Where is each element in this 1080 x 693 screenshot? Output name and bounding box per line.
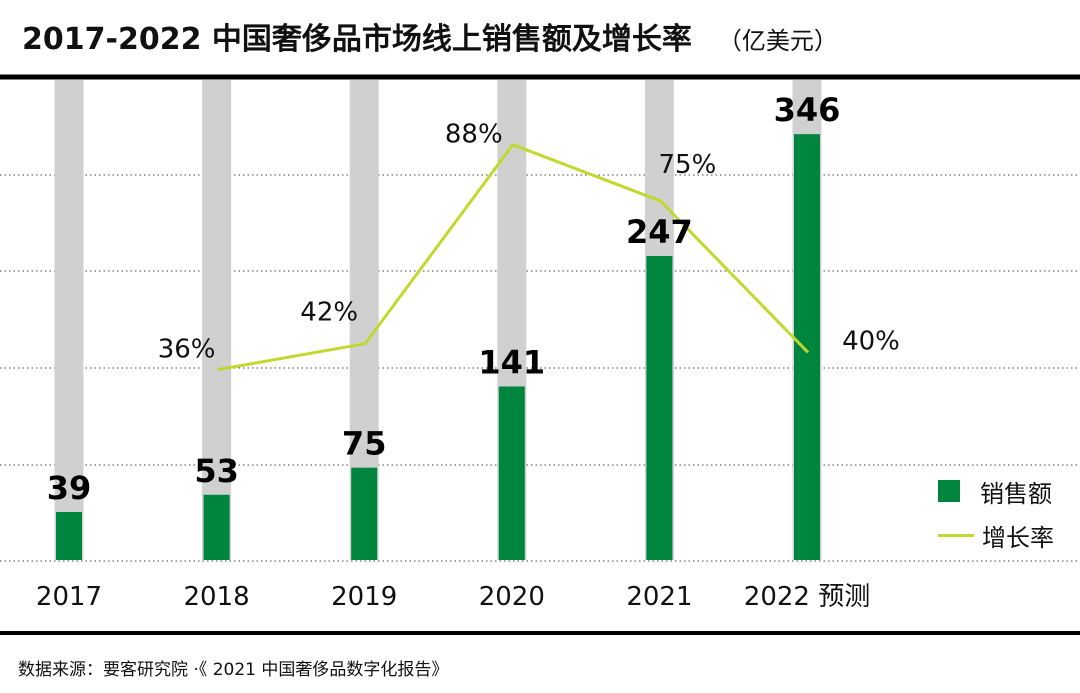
x-tick-label-2: 2019 <box>331 582 397 612</box>
sales-bar-4 <box>646 256 673 560</box>
sales-label-4: 247 <box>626 213 693 251</box>
background-bar-1 <box>202 80 232 560</box>
x-tick-label-3: 2020 <box>479 582 545 612</box>
x-tick-label-1: 2018 <box>184 582 250 612</box>
sales-label-5: 346 <box>774 91 841 129</box>
chart-header: 2017-2022 中国奢侈品市场线上销售额及增长率 （亿美元） <box>22 14 838 58</box>
legend-swatch-sales <box>938 480 960 502</box>
x-tick-label-0: 2017 <box>36 582 102 612</box>
chart-unit: （亿美元） <box>717 27 838 55</box>
sales-bar-0 <box>56 512 82 560</box>
legend-swatch-growth <box>938 533 974 537</box>
chart-title: 2017-2022 中国奢侈品市场线上销售额及增长率 <box>22 22 692 57</box>
legend-label-growth: 增长率 <box>982 523 1054 552</box>
source-note: 数据来源：要客研究院 ·《 2021 中国奢侈品数字化报告》 <box>18 660 449 680</box>
sales-label-0: 39 <box>47 469 92 507</box>
legend-label-sales: 销售额 <box>980 479 1052 508</box>
grid-lines <box>0 174 1080 562</box>
sales-label-1: 53 <box>194 452 239 490</box>
sales-bar-2 <box>351 467 378 560</box>
growth-label-5: 40% <box>842 326 900 356</box>
growth-label-2: 42% <box>300 298 358 328</box>
x-tick-label-4: 2021 <box>626 582 692 612</box>
sales-bar-5 <box>794 134 820 560</box>
sales-bars <box>56 134 820 560</box>
data-labels: 39 53 75 141 247 346 36% 42% 88% 75% 40% <box>47 91 900 507</box>
x-axis-ticks: 2017 2018 2019 2020 2021 2022 预测 <box>36 582 870 612</box>
sales-bar-1 <box>203 494 230 560</box>
sales-label-3: 141 <box>478 343 545 381</box>
growth-line-path <box>217 143 810 372</box>
growth-label-3: 88% <box>445 120 503 150</box>
legend-item-sales: 销售额 <box>938 478 1054 508</box>
sales-label-2: 75 <box>342 425 387 463</box>
growth-label-4: 75% <box>659 150 717 180</box>
legend-item-growth: 增长率 <box>938 522 1054 552</box>
growth-line <box>217 143 810 372</box>
x-tick-label-5: 2022 预测 <box>744 582 870 612</box>
sales-bar-3 <box>498 386 525 560</box>
growth-label-1: 36% <box>158 335 216 365</box>
background-bar-0 <box>54 80 84 560</box>
legend: 销售额 增长率 <box>938 478 1054 566</box>
